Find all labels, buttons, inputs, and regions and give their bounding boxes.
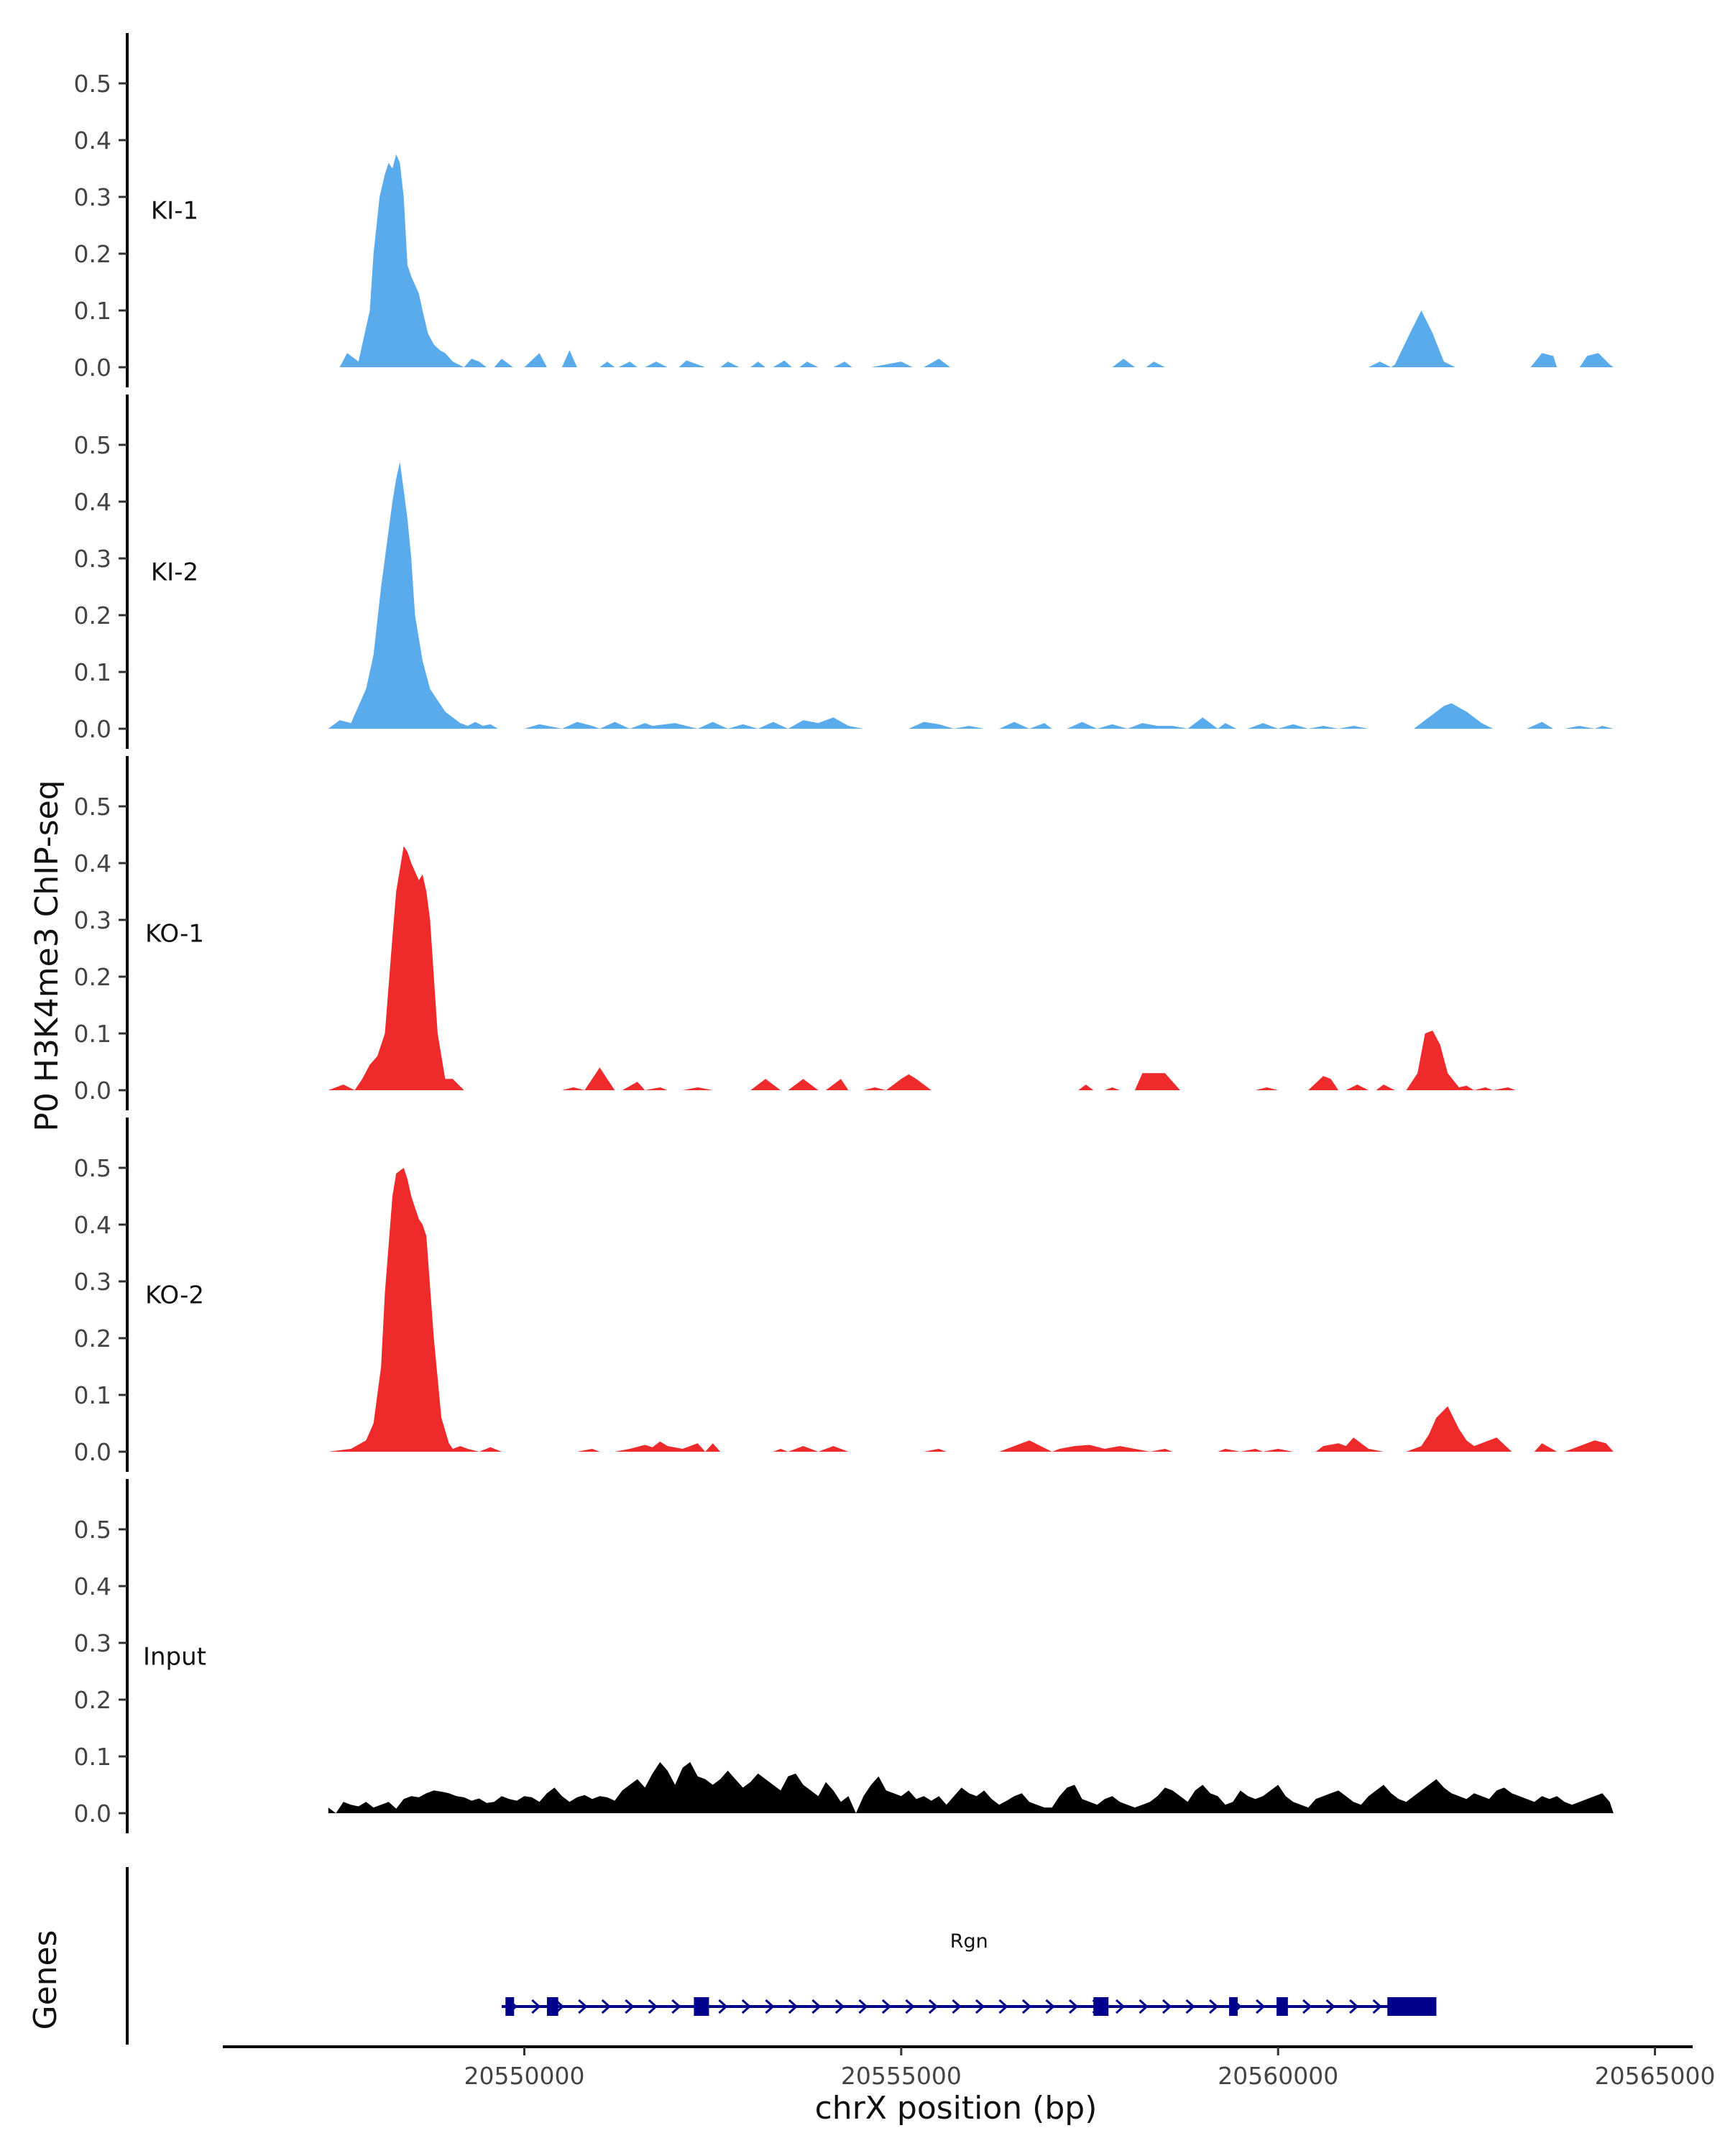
track-label-input: Input: [143, 1643, 206, 1672]
exon: [1276, 1997, 1288, 2016]
exon: [1387, 1997, 1437, 2016]
y-tick-label-input: 0.5: [74, 1516, 111, 1544]
x-axis-title: chrX position (bp): [815, 2090, 1098, 2127]
strand-arrow: [928, 1999, 939, 2014]
coverage-area-ko-2: [328, 1168, 1614, 1452]
strand-arrow: [741, 1999, 752, 2014]
genes-panel: Genes Rgn: [27, 1867, 1437, 2045]
strand-arrow: [1372, 1999, 1382, 2014]
gene-label-rgn: Rgn: [950, 1930, 988, 1953]
y-tick-label-ki-1: 0.0: [74, 354, 111, 382]
exon: [1093, 1997, 1109, 2016]
strand-arrow: [905, 1999, 915, 2014]
strand-arrow: [858, 1999, 868, 2014]
y-tick-label-input: 0.1: [74, 1743, 111, 1771]
strand-arrow: [1302, 1999, 1312, 2014]
x-tick-label: 20550000: [464, 2062, 585, 2090]
strand-arrow: [1185, 1999, 1195, 2014]
strand-arrow: [1045, 1999, 1055, 2014]
tracks: 0.0 0.1 0.2 0.3 0.4 0.5 KI-1 0.0 0.1 0.2 0.3 0.4 0.5…: [74, 33, 1614, 1833]
strand-arrow: [531, 1999, 541, 2014]
y-tick-label-ko-1: 0.5: [74, 793, 111, 821]
coverage-area-ki-2: [328, 461, 1614, 729]
exon: [694, 1997, 709, 2016]
coverage-area-ki-1: [339, 154, 1614, 368]
track-ko-1: 0.0 0.1 0.2 0.3 0.4 0.5 KO-1: [74, 756, 1516, 1110]
coverage-area-input: [328, 1761, 1614, 1813]
strand-arrow: [1162, 1999, 1172, 2014]
exon: [1229, 1997, 1238, 2016]
coverage-area-ko-1: [328, 846, 1516, 1090]
y-tick-label-ko-2: 0.1: [74, 1381, 111, 1409]
y-tick-label-ki-2: 0.1: [74, 658, 111, 686]
strand-arrow: [765, 1999, 775, 2014]
track-ki-1: 0.0 0.1 0.2 0.3 0.4 0.5 KI-1: [74, 33, 1614, 387]
y-tick-label-ko-2: 0.5: [74, 1154, 111, 1182]
y-tick-label-ki-2: 0.3: [74, 545, 111, 573]
y-tick-label-ki-1: 0.4: [74, 126, 111, 155]
track-ko-2: 0.0 0.1 0.2 0.3 0.4 0.5 KO-2: [74, 1118, 1614, 1472]
y-tick-label-ko-1: 0.3: [74, 906, 111, 934]
gene-model: [502, 1997, 1437, 2016]
strand-arrow: [1349, 1999, 1359, 2014]
strand-arrow: [671, 1999, 681, 2014]
strand-arrow: [975, 1999, 985, 2014]
strand-arrow: [718, 1999, 728, 2014]
y-tick-label-input: 0.0: [74, 1800, 111, 1828]
y-tick-label-ki-2: 0.2: [74, 602, 111, 630]
y-tick-label-ki-1: 0.1: [74, 297, 111, 325]
y-tick-label-ki-1: 0.5: [74, 70, 111, 98]
strand-arrow: [952, 1999, 962, 2014]
track-label-ko-2: KO-2: [145, 1281, 204, 1310]
strand-arrow: [648, 1999, 658, 2014]
strand-arrow: [601, 1999, 612, 2014]
y-tick-label-ki-2: 0.4: [74, 488, 111, 516]
y-axis-title: P0 H3K4me3 ChIP-seq: [29, 780, 65, 1131]
track-label-ki-1: KI-1: [151, 197, 198, 226]
strand-arrow: [1116, 1999, 1126, 2014]
strand-arrow: [1325, 1999, 1335, 2014]
exon: [505, 1997, 515, 2016]
y-tick-label-ki-2: 0.0: [74, 715, 111, 743]
x-axis: 20550000 20555000 20560000 20565000: [223, 2045, 1716, 2090]
genes-track-title: Genes: [27, 1930, 64, 2030]
strand-arrow: [998, 1999, 1008, 2014]
y-tick-label-ko-2: 0.2: [74, 1325, 111, 1353]
x-tick-label: 20565000: [1595, 2062, 1716, 2090]
track-label-ko-1: KO-1: [145, 920, 204, 949]
y-tick-label-input: 0.3: [74, 1629, 111, 1657]
y-tick-label-ki-1: 0.3: [74, 183, 111, 211]
strand-arrow: [1068, 1999, 1079, 2014]
y-tick-label-ko-2: 0.3: [74, 1268, 111, 1296]
y-tick-label-ko-2: 0.4: [74, 1211, 111, 1239]
strand-arrow: [881, 1999, 892, 2014]
y-tick-label-ki-1: 0.2: [74, 240, 111, 268]
strand-arrow: [834, 1999, 845, 2014]
y-tick-label-input: 0.4: [74, 1572, 111, 1600]
y-tick-label-ko-1: 0.1: [74, 1020, 111, 1048]
y-tick-label-input: 0.2: [74, 1686, 111, 1714]
strand-arrow: [625, 1999, 635, 2014]
strand-arrow: [1209, 1999, 1219, 2014]
track-ki-2: 0.0 0.1 0.2 0.3 0.4 0.5 KI-2: [74, 395, 1614, 749]
strand-arrow: [1256, 1999, 1266, 2014]
exon: [546, 1997, 558, 2016]
strand-arrow: [1021, 1999, 1032, 2014]
strand-arrow: [1138, 1999, 1149, 2014]
y-tick-label-ko-1: 0.0: [74, 1077, 111, 1105]
track-label-ki-2: KI-2: [151, 558, 198, 587]
y-tick-label-ko-1: 0.4: [74, 849, 111, 877]
track-input: 0.0 0.1 0.2 0.3 0.4 0.5 Input: [74, 1479, 1614, 1833]
y-tick-label-ko-1: 0.2: [74, 963, 111, 991]
strand-arrow: [788, 1999, 799, 2014]
x-tick-label: 20555000: [841, 2062, 962, 2090]
strand-arrow: [811, 1999, 822, 2014]
y-tick-label-ki-2: 0.5: [74, 431, 111, 459]
x-tick-label: 20560000: [1218, 2062, 1338, 2090]
y-tick-label-ko-2: 0.0: [74, 1438, 111, 1466]
strand-arrow: [578, 1999, 588, 2014]
